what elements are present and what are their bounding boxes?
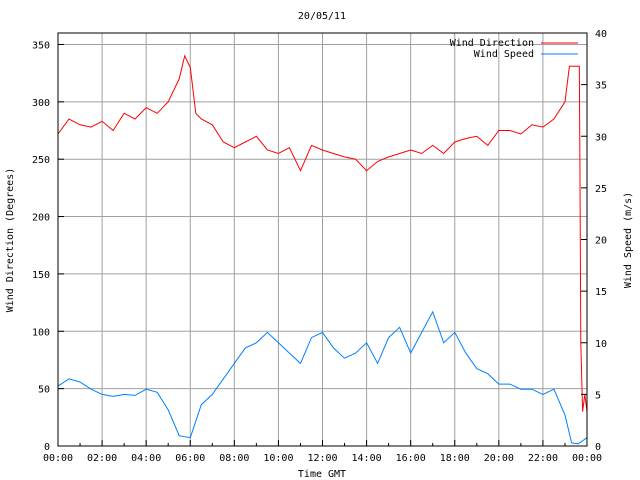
y-axis-label: Wind Direction (Degrees) xyxy=(5,168,16,313)
x-tick-label: 22:00 xyxy=(528,453,558,464)
y-tick-label: 50 xyxy=(38,385,50,396)
legend-label-wind-direction: Wind Direction xyxy=(450,38,534,49)
x-tick-label: 12:00 xyxy=(307,453,337,464)
y2-axis-label: Wind Speed (m/s) xyxy=(623,192,634,288)
x-tick-label: 04:00 xyxy=(131,453,161,464)
x-tick-label: 02:00 xyxy=(87,453,117,464)
y2-tick-label: 20 xyxy=(595,236,607,247)
y-tick-label: 200 xyxy=(32,213,50,224)
y2-tick-label: 5 xyxy=(595,390,601,401)
x-tick-label: 14:00 xyxy=(352,453,382,464)
y-tick-label: 350 xyxy=(32,40,50,51)
series-layer xyxy=(57,54,588,445)
y2-tick-label: 0 xyxy=(595,442,601,453)
y2-tick-label: 40 xyxy=(595,29,607,40)
y-tick-label: 300 xyxy=(32,98,50,109)
x-tick-label: 06:00 xyxy=(175,453,205,464)
y2-tick-label: 35 xyxy=(595,81,607,92)
x-tick-label: 00:00 xyxy=(43,453,73,464)
y-tick-label: 0 xyxy=(44,442,50,453)
y-tick-label: 150 xyxy=(32,270,50,281)
y2-tick-label: 10 xyxy=(595,339,607,350)
y2-tick-label: 30 xyxy=(595,132,607,143)
x-tick-label: 00:00 xyxy=(572,453,602,464)
x-tick-label: 20:00 xyxy=(484,453,514,464)
x-tick-label: 08:00 xyxy=(219,453,249,464)
x-tick-label: 18:00 xyxy=(440,453,470,464)
legend-label-wind-speed: Wind Speed xyxy=(474,49,534,60)
series-line-wind-speed xyxy=(57,310,588,445)
legend: Wind Direction Wind Speed xyxy=(450,38,578,60)
tick-layer: 00:00 02:00 04:00 06:00 08:00 10:00 12:00 14:00… xyxy=(32,29,607,464)
y-tick-label: 250 xyxy=(32,155,50,166)
x-axis-label: Time GMT xyxy=(298,469,346,480)
y2-tick-label: 15 xyxy=(595,287,607,298)
x-tick-label: 16:00 xyxy=(396,453,426,464)
series-line-wind-direction xyxy=(57,54,588,412)
grid xyxy=(58,33,587,446)
x-tick-label: 10:00 xyxy=(263,453,293,464)
y2-tick-label: 25 xyxy=(595,184,607,195)
y-tick-label: 100 xyxy=(32,327,50,338)
chart-title: 20/05/11 xyxy=(298,11,346,22)
